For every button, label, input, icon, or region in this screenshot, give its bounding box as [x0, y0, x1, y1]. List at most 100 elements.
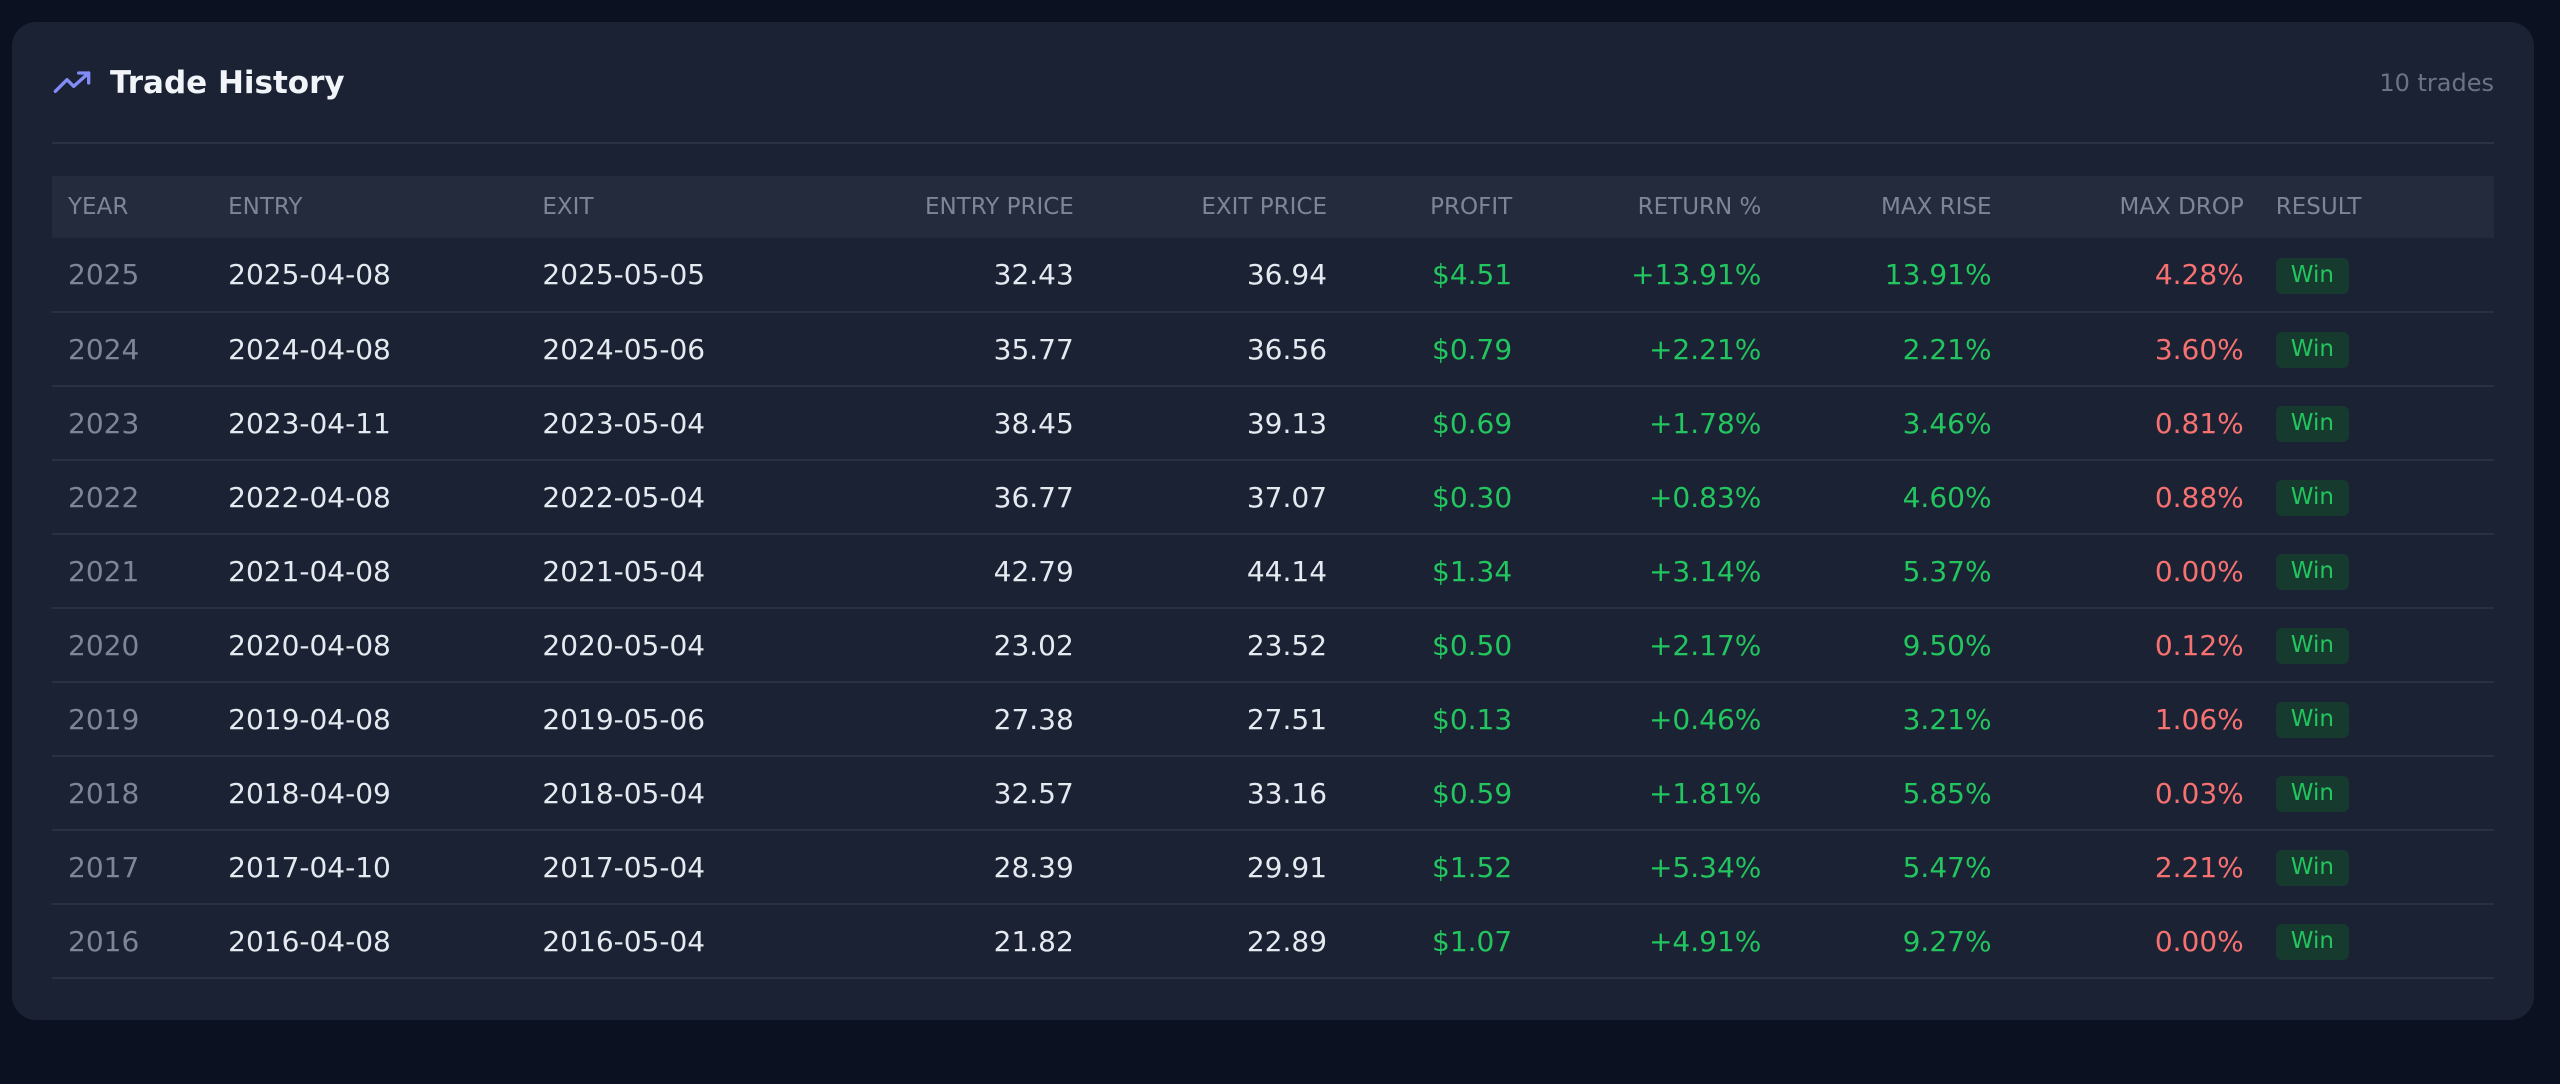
table-row[interactable]: 2025 2025-04-08 2025-05-05 32.43 36.94 $4.51 +…	[52, 238, 2494, 313]
cell-return: +13.91%	[1528, 238, 1778, 313]
result-badge: Win	[2275, 702, 2349, 738]
table-row[interactable]: 2020 2020-04-08 2020-05-04 23.02 23.52 $0.50 +…	[52, 608, 2494, 683]
cell-profit: $0.69	[1343, 386, 1529, 461]
cell-profit: $0.13	[1343, 682, 1529, 757]
table-row[interactable]: 2017 2017-04-10 2017-05-04 28.39 29.91 $1.52 +…	[52, 830, 2494, 905]
cell-entry-date: 2025-04-08	[212, 238, 527, 313]
cell-return: +2.21%	[1528, 312, 1778, 387]
cell-profit: $1.34	[1343, 534, 1529, 609]
cell-return: +1.81%	[1528, 756, 1778, 831]
cell-max-drop: 0.00%	[2007, 904, 2260, 979]
result-badge: Win	[2275, 257, 2349, 294]
column-header-max-rise[interactable]: MAX RISE	[1881, 194, 1992, 220]
cell-exit-date: 2020-05-04	[526, 608, 841, 683]
cell-max-drop: 0.00%	[2007, 534, 2260, 609]
result-badge: Win	[2275, 776, 2349, 812]
cell-max-rise: 13.91%	[1777, 238, 2008, 313]
cell-return: +3.14%	[1528, 534, 1778, 609]
cell-return: +5.34%	[1528, 830, 1778, 905]
title-group: Trade History	[52, 63, 345, 103]
cell-result: Win	[2259, 386, 2494, 461]
cell-result: Win	[2259, 460, 2494, 535]
trade-history-card: Trade History 10 trades YEAR ENTRY EXIT …	[12, 22, 2534, 1020]
cell-exit-date: 2016-05-04	[526, 904, 841, 979]
column-header-entry-price[interactable]: ENTRY PRICE	[924, 194, 1074, 220]
cell-max-rise: 3.46%	[1777, 386, 2008, 461]
cell-exit-price: 36.56	[1089, 312, 1344, 387]
trade-count: 10 trades	[2379, 69, 2494, 97]
cell-year: 2024	[52, 312, 213, 387]
column-header-return[interactable]: RETURN %	[1637, 194, 1762, 220]
page-title: Trade History	[110, 65, 345, 101]
cell-return: +0.83%	[1528, 460, 1778, 535]
cell-entry-price: 28.39	[840, 830, 1090, 905]
cell-result: Win	[2259, 312, 2494, 387]
trade-table: YEAR ENTRY EXIT ENTRY PRICE EXIT PRICE P…	[52, 176, 2494, 979]
cell-year: 2025	[52, 238, 213, 313]
cell-result: Win	[2259, 534, 2494, 609]
cell-exit-price: 39.13	[1089, 386, 1344, 461]
cell-profit: $0.79	[1343, 312, 1529, 387]
cell-exit-date: 2019-05-06	[526, 682, 841, 757]
cell-exit-price: 29.91	[1089, 830, 1344, 905]
column-header-max-drop[interactable]: MAX DROP	[2119, 194, 2244, 220]
cell-profit: $1.07	[1343, 904, 1529, 979]
cell-entry-date: 2023-04-11	[212, 386, 527, 461]
cell-max-rise: 5.47%	[1777, 830, 2008, 905]
cell-exit-date: 2023-05-04	[526, 386, 841, 461]
cell-result: Win	[2259, 830, 2494, 905]
cell-return: +0.46%	[1528, 682, 1778, 757]
cell-exit-date: 2022-05-04	[526, 460, 841, 535]
cell-profit: $0.30	[1343, 460, 1529, 535]
cell-entry-price: 32.43	[840, 238, 1090, 313]
cell-entry-date: 2022-04-08	[212, 460, 527, 535]
cell-exit-price: 23.52	[1089, 608, 1344, 683]
result-badge: Win	[2275, 406, 2349, 442]
cell-max-rise: 3.21%	[1777, 682, 2008, 757]
cell-max-rise: 9.50%	[1777, 608, 2008, 683]
column-header-exit[interactable]: EXIT	[542, 194, 594, 220]
cell-exit-price: 36.94	[1089, 238, 1344, 313]
table-row[interactable]: 2022 2022-04-08 2022-05-04 36.77 37.07 $0.30 +…	[52, 460, 2494, 535]
cell-year: 2018	[52, 756, 213, 831]
cell-profit: $0.59	[1343, 756, 1529, 831]
cell-year: 2021	[52, 534, 213, 609]
table-row[interactable]: 2021 2021-04-08 2021-05-04 42.79 44.14 $1.34 +…	[52, 534, 2494, 609]
cell-max-drop: 1.06%	[2007, 682, 2260, 757]
table-row[interactable]: 2016 2016-04-08 2016-05-04 21.82 22.89 $1.07 +…	[52, 904, 2494, 979]
table-row[interactable]: 2018 2018-04-09 2018-05-04 32.57 33.16 $0.59 +…	[52, 756, 2494, 831]
column-header-exit-price[interactable]: EXIT PRICE	[1201, 194, 1328, 220]
table-row[interactable]: 2024 2024-04-08 2024-05-06 35.77 36.56 $0.79 +…	[52, 312, 2494, 387]
cell-return: +4.91%	[1528, 904, 1778, 979]
result-badge: Win	[2275, 554, 2349, 590]
cell-max-rise: 4.60%	[1777, 460, 2008, 535]
cell-entry-date: 2020-04-08	[212, 608, 527, 683]
cell-entry-price: 23.02	[840, 608, 1090, 683]
card-header: Trade History 10 trades	[52, 24, 2494, 144]
column-header-year[interactable]: YEAR	[68, 194, 129, 220]
column-header-profit[interactable]: PROFIT	[1430, 194, 1513, 220]
table-row[interactable]: 2023 2023-04-11 2023-05-04 38.45 39.13 $0.69 +…	[52, 386, 2494, 461]
cell-profit: $0.50	[1343, 608, 1529, 683]
table-row[interactable]: 2019 2019-04-08 2019-05-06 27.38 27.51 $0.13 +…	[52, 682, 2494, 757]
cell-max-drop: 0.12%	[2007, 608, 2260, 683]
table-header-row: YEAR ENTRY EXIT ENTRY PRICE EXIT PRICE P…	[52, 176, 2494, 238]
cell-entry-date: 2024-04-08	[212, 312, 527, 387]
cell-entry-price: 42.79	[840, 534, 1090, 609]
cell-exit-date: 2025-05-05	[526, 238, 841, 313]
cell-entry-price: 21.82	[840, 904, 1090, 979]
cell-max-drop: 4.28%	[2007, 238, 2260, 313]
cell-profit: $4.51	[1343, 238, 1529, 313]
cell-entry-date: 2019-04-08	[212, 682, 527, 757]
cell-exit-date: 2018-05-04	[526, 756, 841, 831]
cell-result: Win	[2259, 238, 2494, 313]
cell-max-drop: 3.60%	[2007, 312, 2260, 387]
cell-year: 2022	[52, 460, 213, 535]
column-header-entry[interactable]: ENTRY	[228, 194, 303, 220]
result-badge: Win	[2275, 480, 2349, 516]
cell-max-rise: 2.21%	[1777, 312, 2008, 387]
column-header-result[interactable]: RESULT	[2275, 194, 2362, 220]
result-badge: Win	[2275, 628, 2349, 664]
cell-year: 2020	[52, 608, 213, 683]
cell-max-drop: 0.03%	[2007, 756, 2260, 831]
